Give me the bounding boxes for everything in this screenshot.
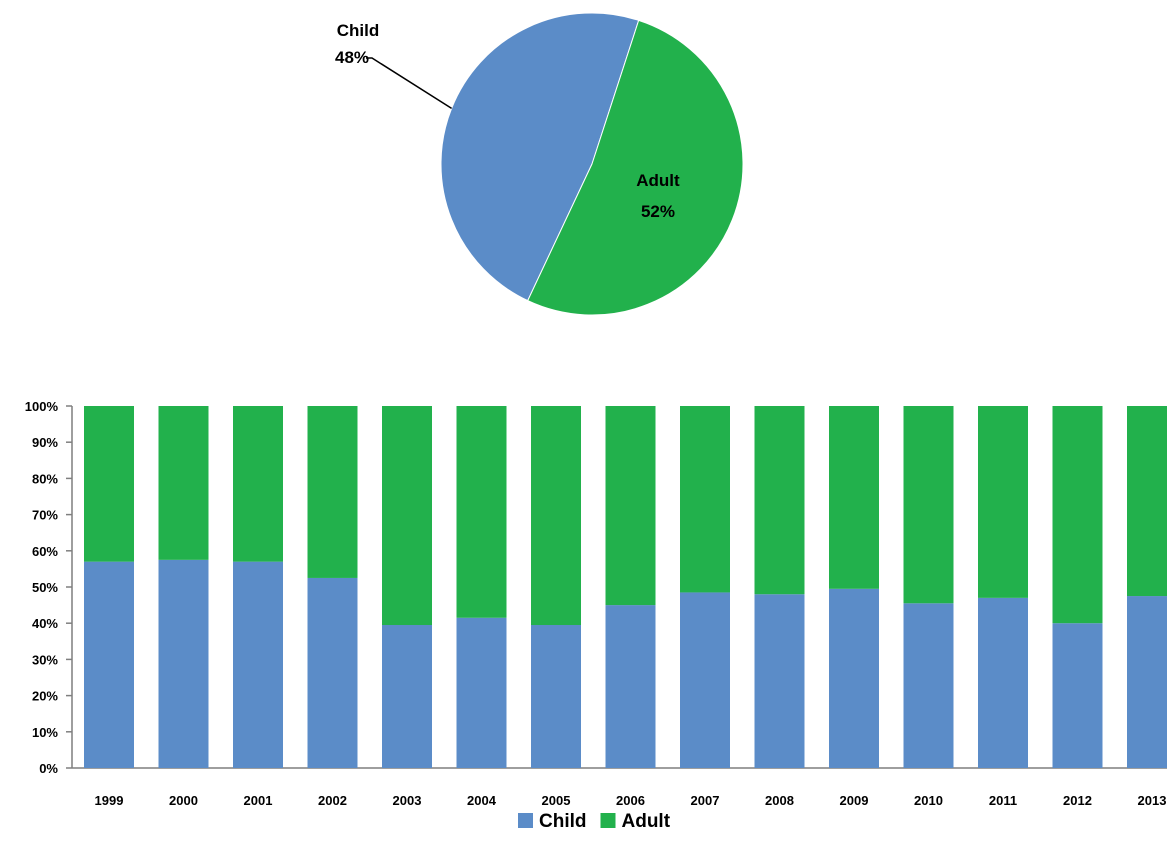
- y-tick-label: 70%: [32, 508, 58, 523]
- x-tick-label: 2011: [989, 793, 1017, 808]
- y-tick-label: 50%: [32, 580, 58, 595]
- bar-adult-2004: [456, 406, 507, 618]
- legend-label-adult: Adult: [622, 811, 671, 832]
- bar-child-2002: [307, 577, 358, 768]
- bar-child-2003: [382, 625, 432, 768]
- bar-child-1999: [84, 561, 134, 768]
- y-tick-label: 10%: [32, 725, 58, 740]
- pie-leader-line: [366, 57, 453, 110]
- legend-swatch-adult: [600, 813, 616, 828]
- bar-child-2006: [605, 605, 656, 768]
- pie-label-adult: Adult: [636, 171, 680, 190]
- y-tick-label: 60%: [32, 544, 58, 559]
- x-tick-label: 2008: [765, 793, 794, 808]
- stacked-bar-chart: 0% 10% 20% 30% 40% 50% 60% 70% 80% 90% 100% 1999 200…: [25, 399, 1167, 808]
- y-tick-label: 90%: [32, 435, 58, 450]
- bar-adult-2003: [382, 406, 432, 626]
- bar-adult-2001: [233, 406, 283, 562]
- x-tick-label: 1999: [95, 793, 124, 808]
- pie-value-adult: 52%: [641, 202, 675, 221]
- y-tick-label: 20%: [32, 689, 58, 704]
- bar-adult-2006: [605, 406, 656, 606]
- x-tick-label: 2013: [1138, 793, 1167, 808]
- bar-child-2009: [829, 588, 879, 768]
- bar-child-2005: [531, 625, 581, 768]
- bar-child-2001: [233, 561, 283, 768]
- y-tick-label: 0%: [39, 761, 58, 776]
- bar-child-2013: [1127, 596, 1167, 768]
- x-tick-label: 2001: [244, 793, 273, 808]
- x-tick-label: 2005: [542, 793, 571, 808]
- bar-child-2012: [1052, 623, 1103, 768]
- x-tick-label: 2002: [318, 793, 347, 808]
- bar-adult-2012: [1052, 406, 1103, 624]
- y-tick-label: 30%: [32, 652, 58, 667]
- pie-slice-child: [440, 12, 640, 302]
- x-tick-label: 2000: [169, 793, 198, 808]
- x-tick-label: 2007: [691, 793, 720, 808]
- pie-label-child: Child: [337, 21, 380, 40]
- y-tick-label: 100%: [25, 399, 59, 414]
- x-tick-label: 2009: [840, 793, 869, 808]
- bar-adult-2010: [903, 406, 954, 604]
- bar-adult-2011: [978, 406, 1028, 598]
- bar-adult-2000: [158, 406, 209, 560]
- bar-child-2000: [158, 559, 209, 768]
- bar-child-2011: [978, 597, 1028, 768]
- pie-slice-adult: [527, 19, 744, 316]
- bar-adult-2013: [1127, 406, 1167, 597]
- y-tick-label: 40%: [32, 616, 58, 631]
- bar-adult-2008: [754, 406, 805, 595]
- bar-adult-2005: [531, 406, 581, 626]
- bar-child-2010: [903, 603, 954, 768]
- y-tick-label: 80%: [32, 471, 58, 486]
- bar-adult-2002: [307, 406, 358, 578]
- bar-child-2008: [754, 594, 805, 768]
- legend-label-child: Child: [539, 811, 587, 832]
- bar-adult-1999: [84, 406, 134, 562]
- legend: Child Adult: [518, 811, 671, 832]
- x-tick-label: 2004: [467, 793, 497, 808]
- legend-swatch-child: [518, 813, 533, 828]
- x-tick-label: 2010: [914, 793, 943, 808]
- x-tick-label: 2003: [393, 793, 422, 808]
- x-tick-label: 2012: [1063, 793, 1092, 808]
- bar-adult-2007: [680, 406, 730, 593]
- bar-child-2004: [456, 617, 507, 768]
- bar-adult-2009: [829, 406, 879, 589]
- bar-child-2007: [680, 592, 730, 768]
- x-tick-label: 2006: [616, 793, 645, 808]
- pie-chart: Child 48% Adult 52%: [335, 12, 744, 316]
- pie-value-child: 48%: [335, 48, 369, 67]
